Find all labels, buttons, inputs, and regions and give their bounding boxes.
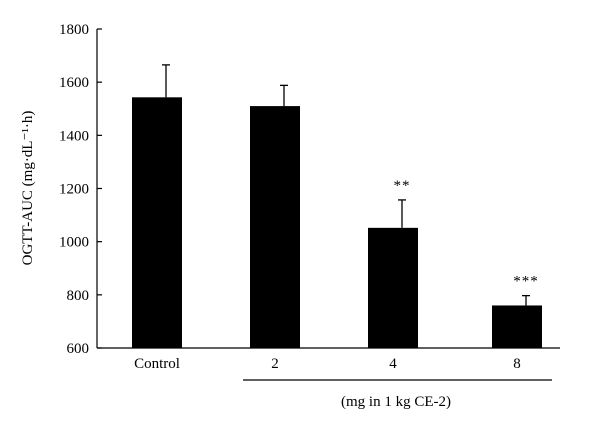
y-tick-label: 1800 bbox=[59, 22, 89, 38]
x-tick-label: 8 bbox=[513, 356, 521, 372]
y-axis-title: OGTT-AUC (mg·dL⁻¹·h) bbox=[20, 111, 36, 266]
bar bbox=[492, 305, 542, 348]
x-tick-label: 4 bbox=[389, 356, 397, 372]
y-tick-label: 600 bbox=[67, 341, 90, 357]
bar bbox=[368, 227, 418, 348]
y-tick-label: 800 bbox=[67, 288, 90, 304]
x-tick-label: 2 bbox=[271, 356, 279, 372]
y-axis: 600 800 1000 1200 1400 1600 1800 bbox=[59, 22, 102, 357]
bars-group bbox=[132, 97, 542, 348]
bar bbox=[250, 106, 300, 348]
significance-marker: *** bbox=[513, 274, 539, 290]
y-tick-label: 1600 bbox=[59, 75, 89, 91]
significance-marker: ** bbox=[394, 178, 411, 194]
dose-group-bracket: (mg in 1 kg CE-2) bbox=[243, 379, 552, 410]
bar bbox=[132, 97, 182, 348]
x-axis: Control 2 4 8 bbox=[97, 347, 560, 372]
error-bars-group bbox=[162, 64, 530, 306]
y-tick-label: 1200 bbox=[59, 182, 89, 198]
y-tick-label: 1400 bbox=[59, 128, 89, 144]
significance-group: ***** bbox=[394, 178, 539, 290]
y-tick-label: 1000 bbox=[59, 235, 89, 251]
dose-group-label: (mg in 1 kg CE-2) bbox=[341, 394, 451, 410]
x-tick-label: Control bbox=[134, 356, 180, 372]
